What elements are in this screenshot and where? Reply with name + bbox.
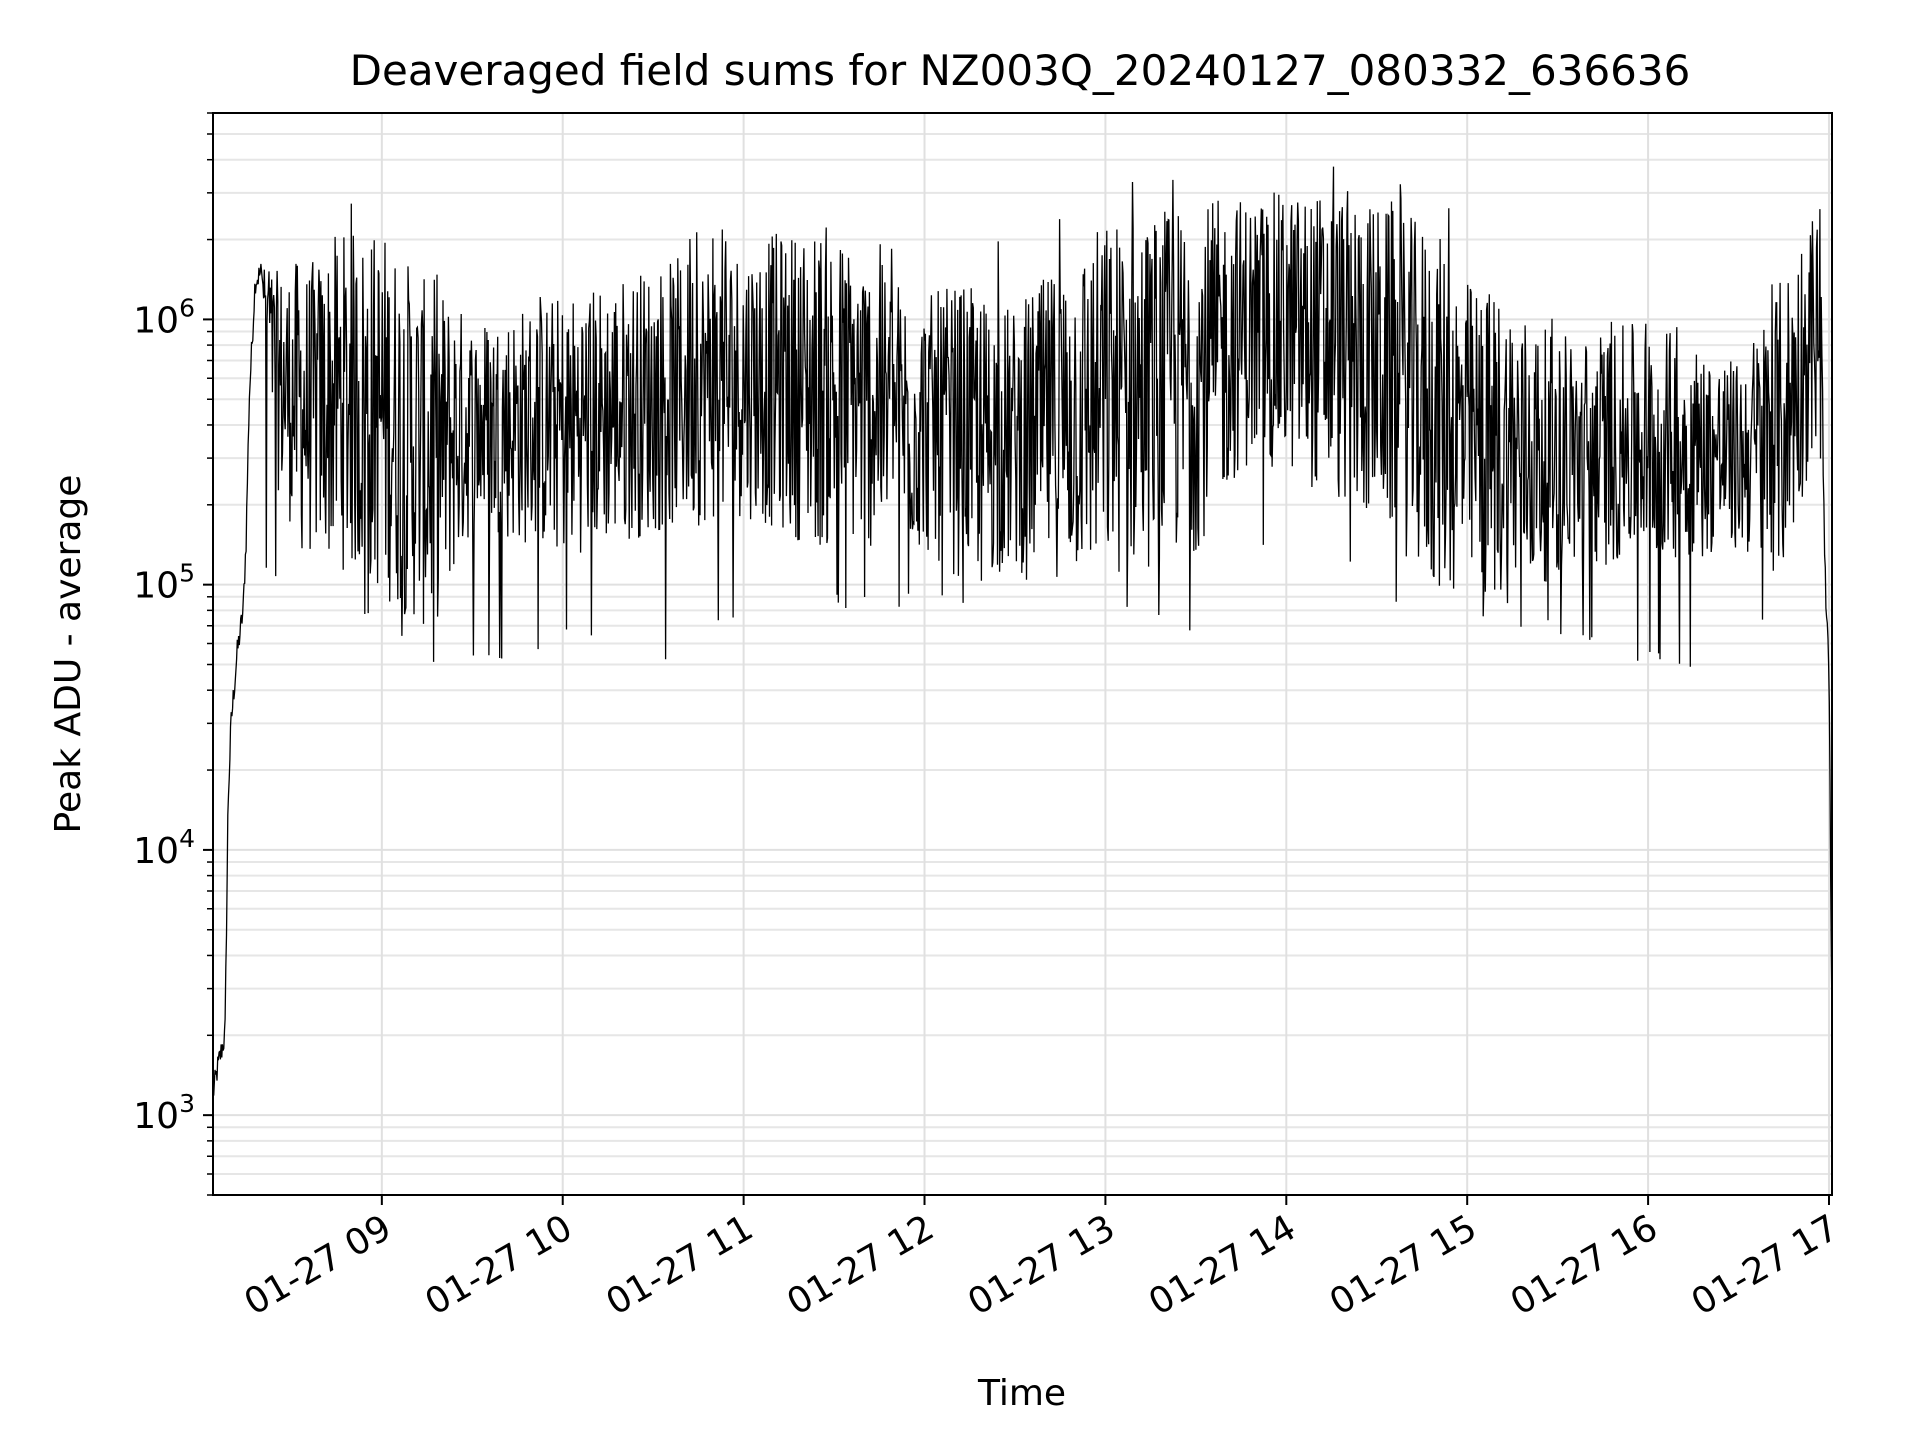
plot-frame [212,112,1833,1196]
y-tick-label: 103 [133,1089,195,1137]
plot-area [212,112,1833,1196]
y-axis-label: Peak ADU - average [48,475,89,834]
series-layer [212,166,1833,1096]
x-axis-label: Time [977,1373,1066,1414]
y-axis: 103 104 105 106 [133,112,213,1196]
y-tick-label: 104 [133,824,195,872]
series-line [212,166,1833,1096]
y-tick-label: 106 [133,293,195,341]
chart-title: Deaveraged field sums for NZ003Q_2024012… [350,46,1691,95]
y-tick-label: 105 [133,559,195,607]
minor-grid [213,112,1832,1196]
